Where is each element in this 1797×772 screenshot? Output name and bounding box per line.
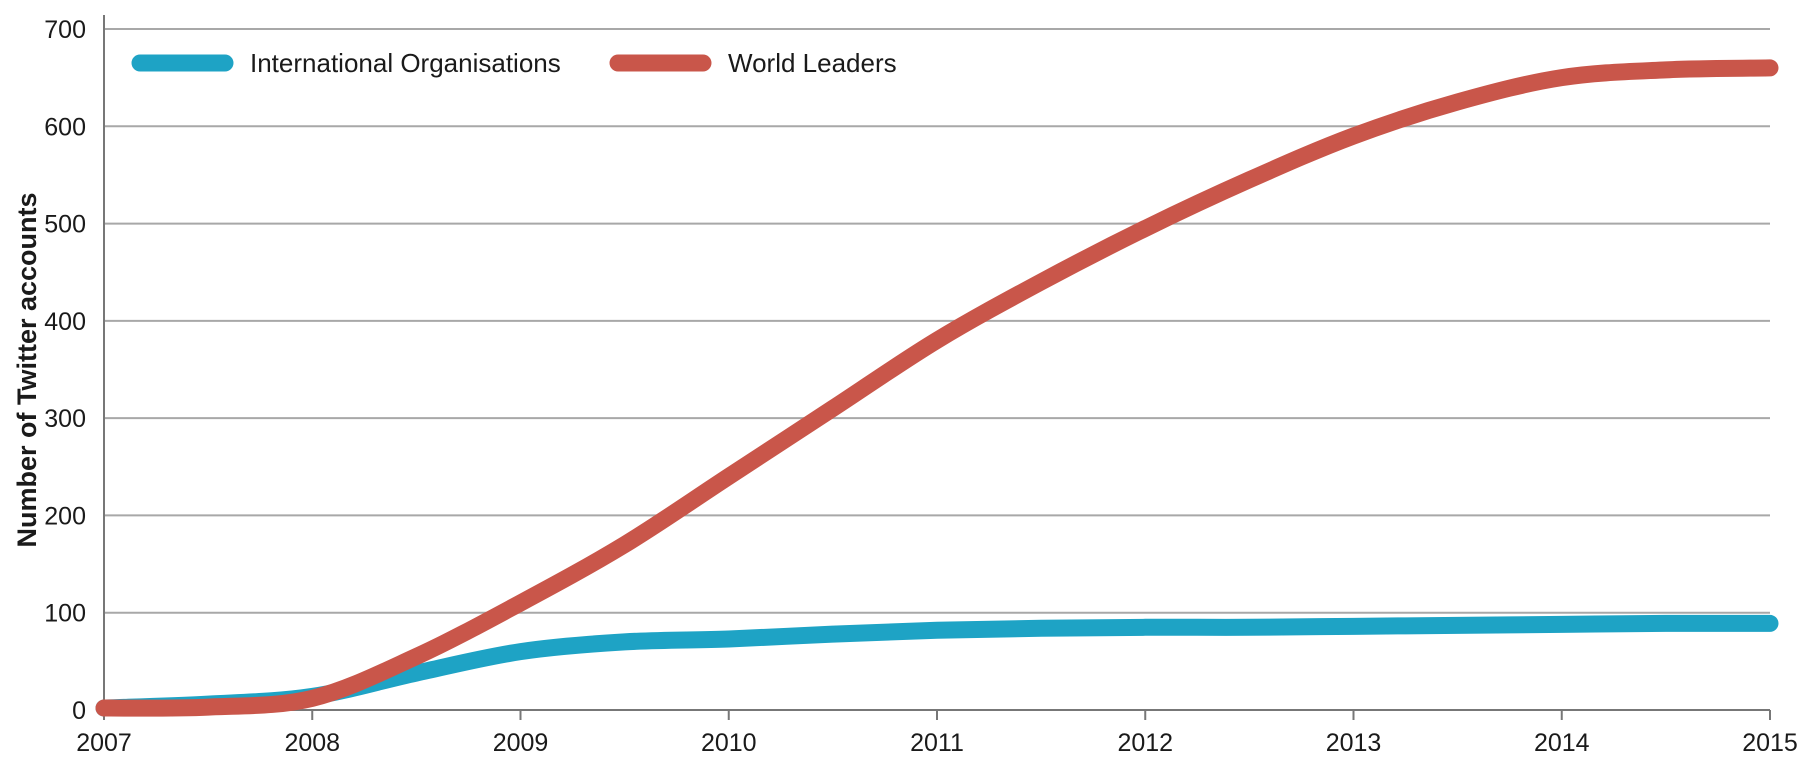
x-tick-label: 2015 (1742, 729, 1797, 757)
series-line-world-leaders (95, 59, 1779, 717)
x-tick-label: 2009 (493, 729, 549, 757)
x-tick-label: 2013 (1326, 729, 1382, 757)
x-tick-label: 2011 (910, 729, 964, 757)
y-tick-label: 200 (44, 502, 86, 530)
x-tick-label: 2008 (284, 729, 340, 757)
y-tick-label: 700 (44, 16, 86, 44)
gridlines (104, 28, 1770, 614)
x-tick-label: 2014 (1534, 729, 1590, 757)
x-tick-label: 2007 (76, 729, 132, 757)
legend-label-world-leaders: World Leaders (728, 48, 897, 78)
y-tick-label: 0 (72, 697, 86, 725)
x-tick-label: 2012 (1117, 729, 1173, 757)
x-tick-label: 2010 (701, 729, 757, 757)
tick-labels: 0 100 200 300 400 500 600 700 2007 2008 2009 2010 20… (44, 16, 1797, 757)
legend-label-international-organisations: International Organisations (250, 48, 561, 78)
series-lines (95, 59, 1779, 717)
y-tick-label: 300 (44, 405, 86, 433)
legend: International Organisations World Leaders (131, 48, 897, 78)
axes (103, 15, 1771, 720)
y-tick-label: 400 (44, 308, 86, 336)
y-axis-title: Number of Twitter accounts (12, 192, 42, 547)
y-tick-label: 600 (44, 113, 86, 141)
y-tick-label: 500 (44, 211, 86, 239)
series-line-international-organisations (95, 614, 1779, 717)
y-tick-label: 100 (44, 600, 86, 628)
